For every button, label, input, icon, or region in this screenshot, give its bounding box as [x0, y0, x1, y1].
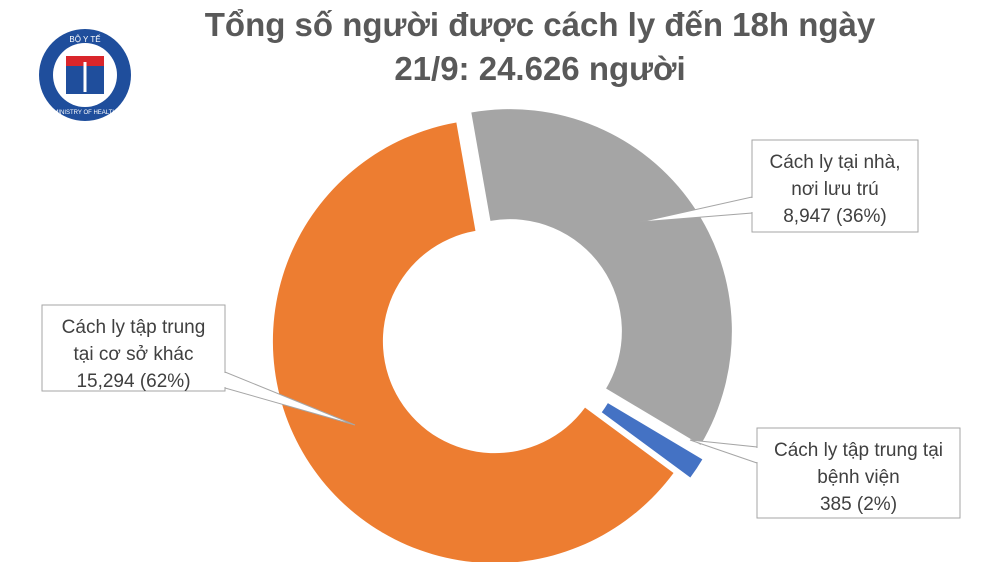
chart-title: 21/9: 24.626 người [394, 50, 685, 87]
category-label: bệnh viện [817, 467, 899, 488]
donut-slice [601, 403, 703, 478]
category-label: Cách ly tại nhà, [770, 152, 901, 173]
data-label: 8,947 (36%) [783, 206, 887, 227]
logo-band [66, 56, 104, 66]
donut-slice [471, 109, 732, 445]
category-label: nơi lưu trú [791, 179, 879, 200]
logo-bottom: MINISTRY OF HEALTH [53, 110, 116, 116]
donut-slice [272, 122, 674, 562]
logo-top: BỘ Y TẾ [69, 34, 100, 44]
category-label: Cách ly tập trung [62, 317, 206, 338]
category-label: tại cơ sở khác [74, 344, 194, 365]
callout-box [41, 304, 226, 392]
callout-box [756, 427, 961, 519]
data-label: 15,294 (62%) [76, 371, 190, 392]
logo: BỘ Y TẾ MINISTRY OF HEALTH [39, 29, 131, 121]
data-label: 385 (2%) [820, 494, 897, 515]
chart-title: Tổng số người được cách ly đến 18h ngày [205, 6, 876, 43]
category-label: Cách ly tập trung tại [774, 440, 943, 461]
callout-box [751, 139, 919, 233]
